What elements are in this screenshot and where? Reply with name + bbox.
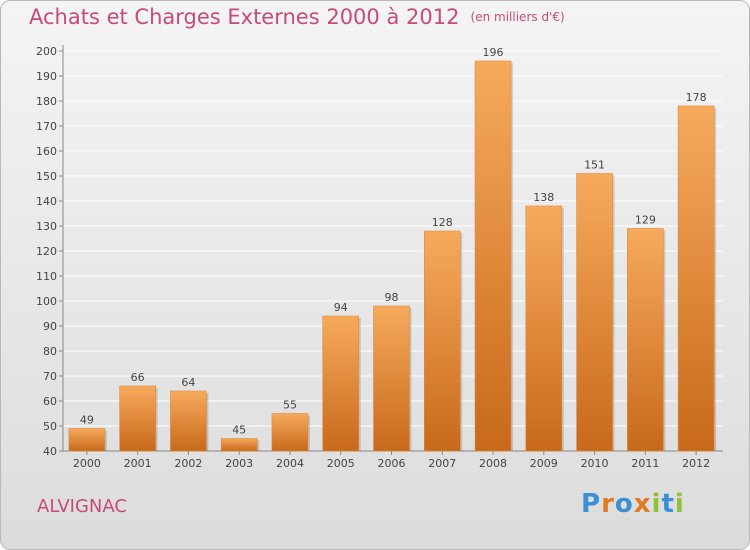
bar-value-label: 178 [686, 91, 707, 104]
x-tick-label: 2007 [428, 457, 456, 470]
x-tick-label: 2012 [682, 457, 710, 470]
y-tick-label: 170 [36, 120, 57, 133]
bar-value-label: 45 [232, 424, 246, 437]
bar-2006 [373, 305, 410, 452]
x-tick-label: 2000 [73, 457, 101, 470]
x-tick-label: 2002 [174, 457, 202, 470]
bar-2001 [119, 385, 156, 452]
y-tick-label: 120 [36, 245, 57, 258]
y-tick-label: 160 [36, 145, 57, 158]
bar-value-label: 128 [432, 216, 453, 229]
bar-2012 [677, 105, 715, 452]
bar-value-label: 129 [635, 214, 656, 227]
bar-2008 [474, 60, 512, 452]
y-tick-label: 80 [43, 345, 57, 358]
bar-2002 [170, 390, 207, 452]
logo-letter: i [651, 489, 662, 519]
x-tick-label: 2011 [631, 457, 659, 470]
y-tick-label: 200 [36, 45, 57, 58]
y-tick-label: 190 [36, 70, 57, 83]
logo-letter: o [614, 489, 634, 519]
y-tick-label: 60 [43, 395, 57, 408]
bar-value-label: 98 [385, 291, 399, 304]
bar-value-label: 196 [483, 46, 504, 59]
y-tick-label: 90 [43, 320, 57, 333]
logo-letter: x [633, 489, 652, 519]
x-tick-label: 2006 [378, 457, 406, 470]
y-tick-label: 140 [36, 195, 57, 208]
bar-value-label: 64 [181, 376, 195, 389]
y-tick-label: 50 [43, 420, 57, 433]
bar-value-label: 138 [533, 191, 554, 204]
labels: 40 50 60 70 80 90 100 110 120 130 140 150 160 170 180 1… [36, 45, 710, 470]
bar-2004 [271, 413, 309, 452]
y-tick-label: 100 [36, 295, 57, 308]
bar-value-label: 151 [584, 159, 605, 172]
bar-2010 [576, 173, 613, 452]
bar-2009 [525, 205, 563, 452]
y-tick-label: 150 [36, 170, 57, 183]
y-tick-label: 40 [43, 445, 57, 458]
y-tick-label: 180 [36, 95, 57, 108]
commune-name: ALVIGNAC [37, 496, 127, 517]
bar-value-label: 55 [283, 399, 297, 412]
logo-letter: t [661, 489, 675, 519]
x-tick-label: 2004 [276, 457, 304, 470]
y-tick-label: 130 [36, 220, 57, 233]
chart-title: Achats et Charges Externes 2000 à 2012 [29, 5, 460, 29]
x-tick-label: 2003 [225, 457, 253, 470]
bar-value-label: 94 [334, 301, 348, 314]
x-tick-label: 2010 [581, 457, 609, 470]
chart-subtitle: (en milliers d'€) [470, 10, 565, 24]
bars [68, 60, 717, 452]
y-tick-label: 110 [36, 270, 57, 283]
y-tick-label: 70 [43, 370, 57, 383]
logo-letter: i [674, 489, 685, 519]
bar-2011 [627, 228, 664, 452]
bar-2005 [322, 315, 360, 452]
bar-value-label: 49 [80, 414, 94, 427]
bar-value-label: 66 [131, 371, 145, 384]
x-tick-label: 2009 [530, 457, 558, 470]
x-tick-label: 2001 [124, 457, 152, 470]
bar-2000 [68, 428, 106, 452]
proxiti-logo[interactable]: Proxiti [581, 489, 685, 519]
logo-letter: r [601, 489, 615, 519]
chart-title-block: Achats et Charges Externes 2000 à 2012 (… [29, 5, 565, 29]
bar-2003 [220, 438, 258, 452]
bar-2007 [423, 230, 461, 452]
logo-letter: P [581, 489, 602, 519]
x-tick-label: 2008 [479, 457, 507, 470]
x-tick-label: 2005 [327, 457, 355, 470]
